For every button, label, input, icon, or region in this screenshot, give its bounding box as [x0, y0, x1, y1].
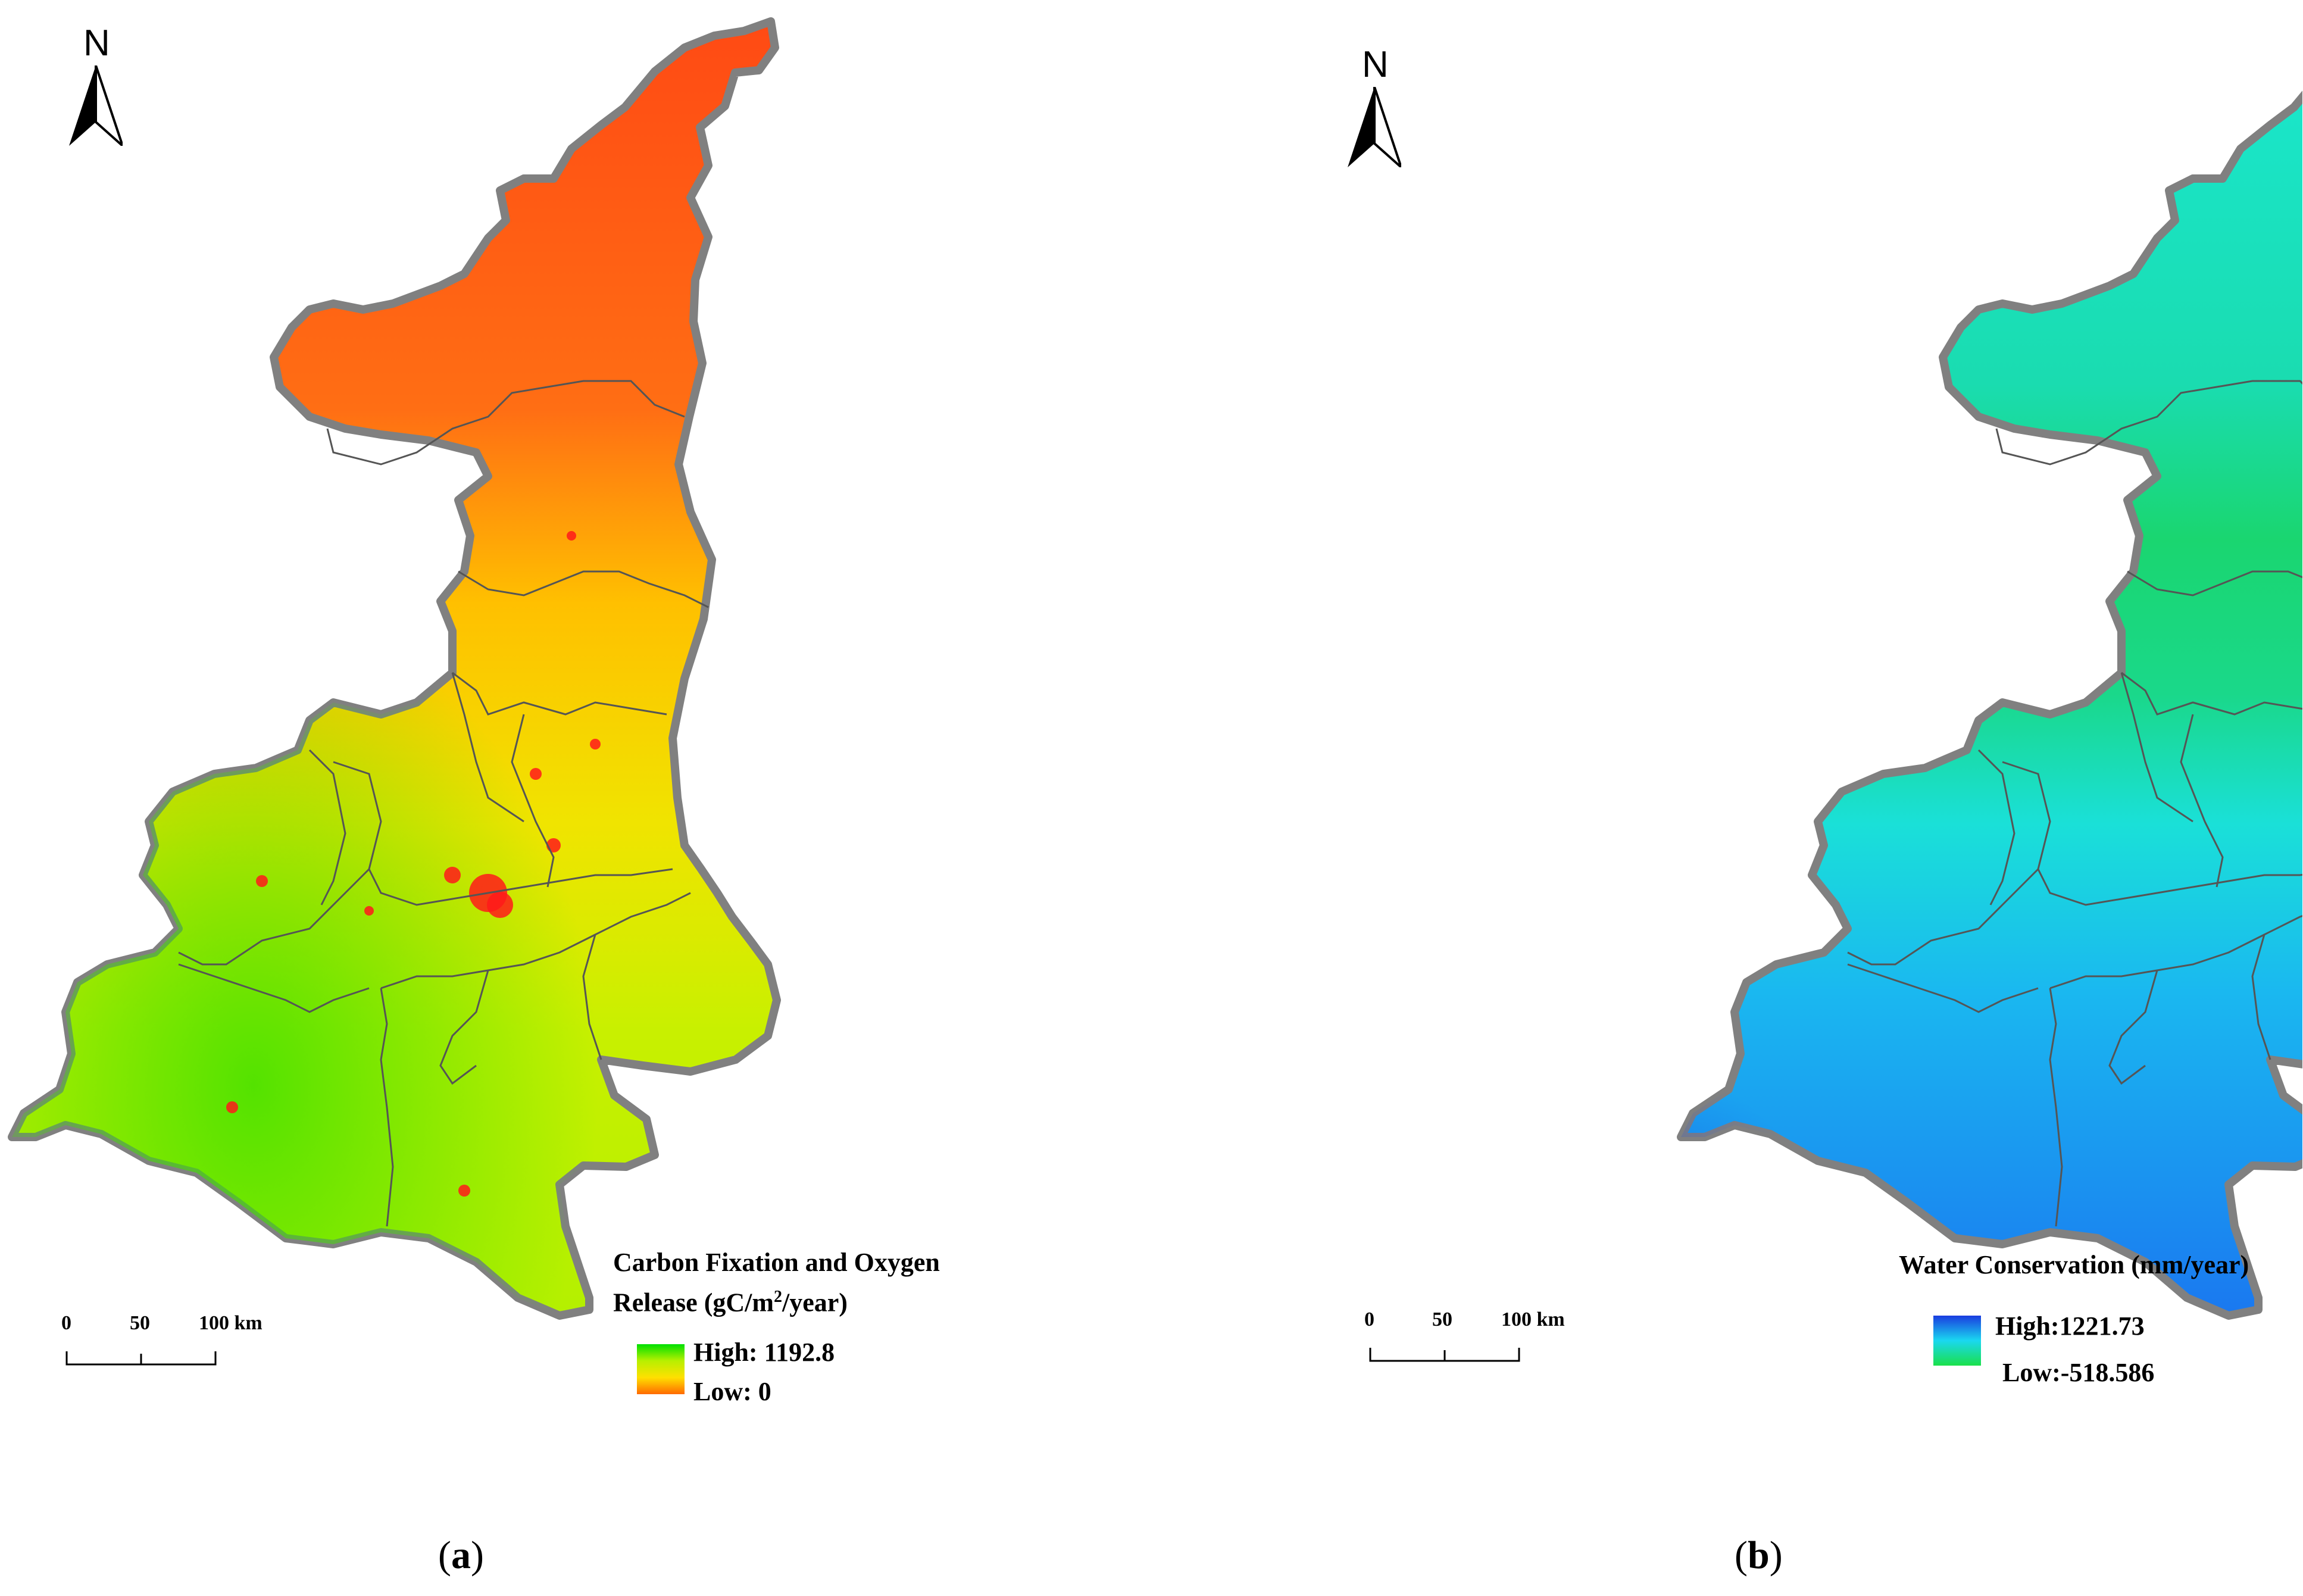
county-boundary-line [326, 380, 685, 466]
panel-caption: (a) [438, 1533, 484, 1577]
county-boundaries [178, 380, 709, 1227]
scale-label-0: 0 [1364, 1308, 1374, 1330]
legend-low-label: Low: 0 [693, 1377, 771, 1406]
county-boundary-line [2049, 988, 2063, 1227]
legend-color-ramp [637, 1344, 685, 1394]
hotspot-marker [530, 768, 542, 780]
county-boundary-line [2049, 915, 2302, 989]
county-boundary-line [2108, 970, 2158, 1085]
scale-label-100: 100 km [199, 1312, 263, 1334]
panel-b: N Water Conservation (mm/year) High:1221… [1151, 0, 2302, 1596]
north-label: N [1362, 44, 1389, 85]
panel-caption: (b) [1735, 1533, 1783, 1577]
county-boundary-line [582, 934, 602, 1060]
hotspot-marker [567, 531, 576, 541]
hotspot-marker [696, 691, 708, 702]
legend-title: Water Conservation (mm/year) [1899, 1250, 2249, 1279]
legend-title-line2: Release (gC/m2/year) [613, 1288, 848, 1317]
county-boundary-line [380, 892, 691, 989]
scale-bar [65, 1351, 217, 1366]
legend-title: Carbon Fixation and Oxygen Release (gC/m… [613, 1245, 940, 1320]
county-boundary-line [511, 714, 555, 888]
hotspot-marker [256, 875, 268, 887]
county-boundaries [1847, 380, 2302, 1227]
north-arrow-icon [69, 65, 123, 146]
north-label: N [83, 23, 110, 64]
county-boundary-line [178, 868, 370, 966]
scale-bar [1369, 1348, 1520, 1362]
county-boundary-line [2121, 671, 2302, 716]
county-boundary-line [380, 988, 394, 1227]
hotspot-marker [590, 739, 601, 749]
north-arrow-icon [1348, 87, 1401, 167]
county-boundary-line [2251, 934, 2271, 1060]
hotspot-marker [444, 867, 461, 883]
county-boundary-line [458, 570, 709, 608]
county-boundary-line [452, 671, 667, 716]
hotspot-marker [458, 1185, 470, 1197]
legend-title-line1: Carbon Fixation and Oxygen [613, 1248, 940, 1277]
county-boundary-line [2002, 761, 2302, 906]
county-boundary-line [1847, 868, 2039, 966]
scale-label-100: 100 km [1501, 1308, 1565, 1330]
county-boundary-line [2127, 570, 2302, 596]
legend-color-ramp [1933, 1316, 1981, 1366]
hotspot-marker [364, 906, 374, 916]
map-water-conservation [1677, 21, 2302, 1320]
hotspot-marker [226, 1101, 238, 1113]
county-boundary-line [1977, 749, 2015, 905]
map-carbon-fixation [8, 17, 781, 1320]
county-boundary-line [1995, 380, 2302, 466]
hotspot-marker [487, 892, 513, 918]
panel-a: N Carbon Fixation and Oxygen Release (gC… [0, 0, 1151, 1596]
legend-high-label: High: 1192.8 [693, 1338, 835, 1367]
county-boundary-line [1847, 963, 2039, 1013]
county-boundary-line [2180, 714, 2224, 888]
county-boundary-line [439, 970, 489, 1085]
county-boundary-line [178, 963, 370, 1013]
scale-label-0: 0 [61, 1312, 71, 1334]
county-boundary-line [451, 672, 524, 823]
legend-high-label: High:1221.73 [1995, 1311, 2145, 1341]
scale-label-50: 50 [130, 1312, 150, 1334]
legend-low-label: Low:-518.586 [2002, 1358, 2155, 1387]
county-boundary-line [333, 761, 673, 906]
county-boundary-line [308, 749, 346, 905]
scale-label-50: 50 [1432, 1308, 1452, 1330]
county-boundary-line [2120, 672, 2193, 823]
